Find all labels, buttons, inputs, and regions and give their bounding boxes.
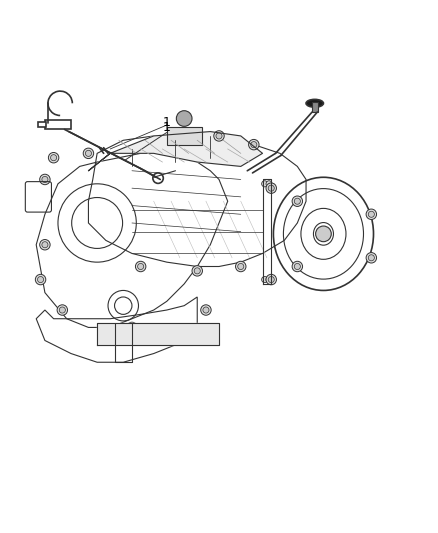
Polygon shape <box>97 323 219 345</box>
Circle shape <box>153 173 163 183</box>
Circle shape <box>236 261 246 272</box>
Circle shape <box>40 239 50 250</box>
Circle shape <box>85 150 92 156</box>
Circle shape <box>266 277 272 282</box>
Circle shape <box>216 133 222 139</box>
Circle shape <box>266 274 276 285</box>
Circle shape <box>38 277 44 282</box>
Circle shape <box>368 211 374 217</box>
Bar <box>39 122 46 127</box>
Circle shape <box>177 111 192 126</box>
Circle shape <box>292 261 303 272</box>
Circle shape <box>194 268 200 274</box>
Circle shape <box>238 263 244 270</box>
Circle shape <box>42 176 48 182</box>
Bar <box>167 127 201 144</box>
Text: 1: 1 <box>163 121 171 134</box>
Circle shape <box>292 196 303 206</box>
Bar <box>45 120 71 130</box>
Circle shape <box>366 209 377 220</box>
Circle shape <box>316 226 331 241</box>
Circle shape <box>173 329 179 335</box>
Circle shape <box>249 140 259 150</box>
Text: 1: 1 <box>163 116 171 130</box>
Circle shape <box>192 265 202 276</box>
Circle shape <box>368 255 374 261</box>
Circle shape <box>170 327 181 337</box>
Circle shape <box>59 307 65 313</box>
Circle shape <box>266 181 272 187</box>
Ellipse shape <box>306 99 323 107</box>
Polygon shape <box>88 132 262 171</box>
Circle shape <box>42 241 48 248</box>
Circle shape <box>214 131 224 141</box>
Circle shape <box>294 263 300 270</box>
Circle shape <box>138 263 144 270</box>
Circle shape <box>268 185 274 191</box>
Circle shape <box>261 181 268 187</box>
Circle shape <box>251 142 257 148</box>
Circle shape <box>48 152 59 163</box>
Circle shape <box>40 174 50 184</box>
Circle shape <box>266 183 276 193</box>
Circle shape <box>201 305 211 315</box>
Circle shape <box>366 253 377 263</box>
Circle shape <box>203 307 209 313</box>
Circle shape <box>129 325 135 330</box>
Circle shape <box>57 305 67 315</box>
Circle shape <box>135 261 146 272</box>
Circle shape <box>127 322 137 333</box>
Bar <box>312 102 318 112</box>
Circle shape <box>50 155 57 161</box>
Circle shape <box>268 277 274 282</box>
Circle shape <box>83 148 94 158</box>
Circle shape <box>261 277 268 282</box>
Circle shape <box>294 198 300 204</box>
Circle shape <box>35 274 46 285</box>
